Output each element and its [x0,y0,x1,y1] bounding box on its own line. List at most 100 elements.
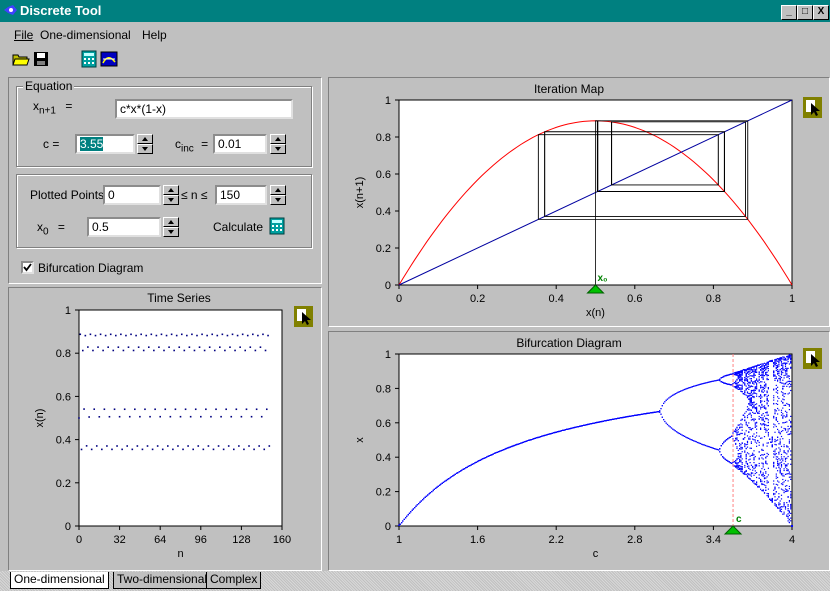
bif-point [677,391,679,393]
n-start-stepper[interactable] [163,185,179,205]
bif-point [715,448,717,450]
bif-point [767,488,769,490]
tab-two-dimensional[interactable]: Two-dimensional [113,572,212,589]
cursor-tool-icon[interactable] [803,97,822,118]
bif-point [783,362,785,364]
bif-point [761,490,763,492]
n-end-stepper[interactable] [270,185,286,205]
tab-complex[interactable]: Complex [206,572,262,589]
bif-point [756,407,758,410]
bif-point [753,396,755,398]
n-end-input[interactable]: 150 [215,185,267,205]
ts-point [142,349,145,352]
bif-point [778,430,780,432]
bif-point [739,448,741,450]
bif-point [780,498,783,500]
bif-point [765,373,767,375]
cursor-tool-icon[interactable] [803,348,822,369]
bif-point [508,446,510,449]
bif-point [762,413,764,415]
iteration-map-chart[interactable]: 0 0.2 0.4 0.6 0.8 100.20.40.60.81x(n)x(n+1)x₀ [329,78,829,326]
bif-point [415,505,417,507]
n-start-input[interactable]: 0 [103,185,161,205]
bif-point [547,433,549,435]
bif-point [778,447,780,449]
bif-point [742,414,745,416]
bif-point [613,418,615,420]
bif-point [782,422,784,424]
c-input[interactable]: 3.55 [75,134,135,154]
calculator-icon[interactable] [80,50,98,68]
bifurcation-checkbox-label[interactable]: Bifurcation Diagram [38,261,144,275]
bif-point [596,421,598,424]
bif-point [773,466,775,468]
bif-point [741,384,743,386]
bif-point [763,407,766,409]
minimize-button[interactable]: _ [781,5,797,20]
bif-point [782,392,784,394]
bif-point [774,375,776,377]
c-stepper[interactable] [137,134,153,154]
bif-point [739,384,741,386]
bif-point [788,476,790,478]
bif-point [763,400,766,402]
bif-point [553,432,555,434]
cinc-input[interactable]: 0.01 [213,134,267,154]
map-xlabel: x(n) [586,307,605,319]
cinc-stepper[interactable] [270,134,286,154]
bif-point [741,386,743,388]
bif-point [774,449,776,451]
save-disk-icon[interactable] [32,50,50,68]
bif-point [744,450,746,452]
calculate-label[interactable]: Calculate [213,220,264,234]
bifurcation-checkbox[interactable] [21,261,34,274]
bif-ytick-label: 0.4 [376,452,391,464]
bif-point [771,498,773,500]
bif-point [767,494,769,496]
bif-point [750,401,752,403]
open-folder-icon[interactable] [12,50,30,68]
bif-point [752,369,754,371]
bif-point [597,421,599,423]
bif-point [610,419,612,421]
bif-point [741,458,743,460]
bif-point [737,465,739,467]
x0-input[interactable]: 0.5 [87,217,161,237]
menu-file[interactable]: File [14,28,34,42]
bif-point [777,460,779,462]
bif-point [575,426,577,428]
bif-point [687,387,690,389]
bif-point [778,371,780,373]
x0-stepper[interactable] [163,217,179,237]
bif-point [748,438,750,440]
cursor-tool-icon[interactable] [294,306,313,327]
bif-point [765,364,767,366]
bif-point [758,418,760,420]
close-button[interactable]: X [813,5,829,20]
bif-point [737,455,739,457]
bif-point [766,377,768,379]
calculator-icon[interactable] [268,217,286,235]
bif-point [746,446,749,448]
bif-point [779,443,781,445]
bif-point [760,369,762,371]
bif-ytick-label: 0.8 [376,383,391,395]
bif-point [740,374,742,376]
tab-one-dimensional[interactable]: One-dimensional [10,572,109,589]
bif-point [777,459,779,461]
bif-point [686,387,688,390]
maximize-button[interactable]: □ [797,5,813,20]
bif-point [782,506,784,508]
menu-help[interactable]: Help [142,28,167,42]
graph-window-icon[interactable] [100,50,118,68]
ts-point [248,445,250,447]
bif-point [685,436,687,438]
expression-input[interactable]: c*x*(1-x) [115,99,293,119]
range-label: ≤ n ≤ [181,188,208,202]
bif-point [488,455,490,457]
title-bar[interactable]: Discrete Tool _ □ X [0,0,830,22]
menu-one-dimensional[interactable]: One-dimensional [40,28,131,42]
ts-point [208,346,211,348]
